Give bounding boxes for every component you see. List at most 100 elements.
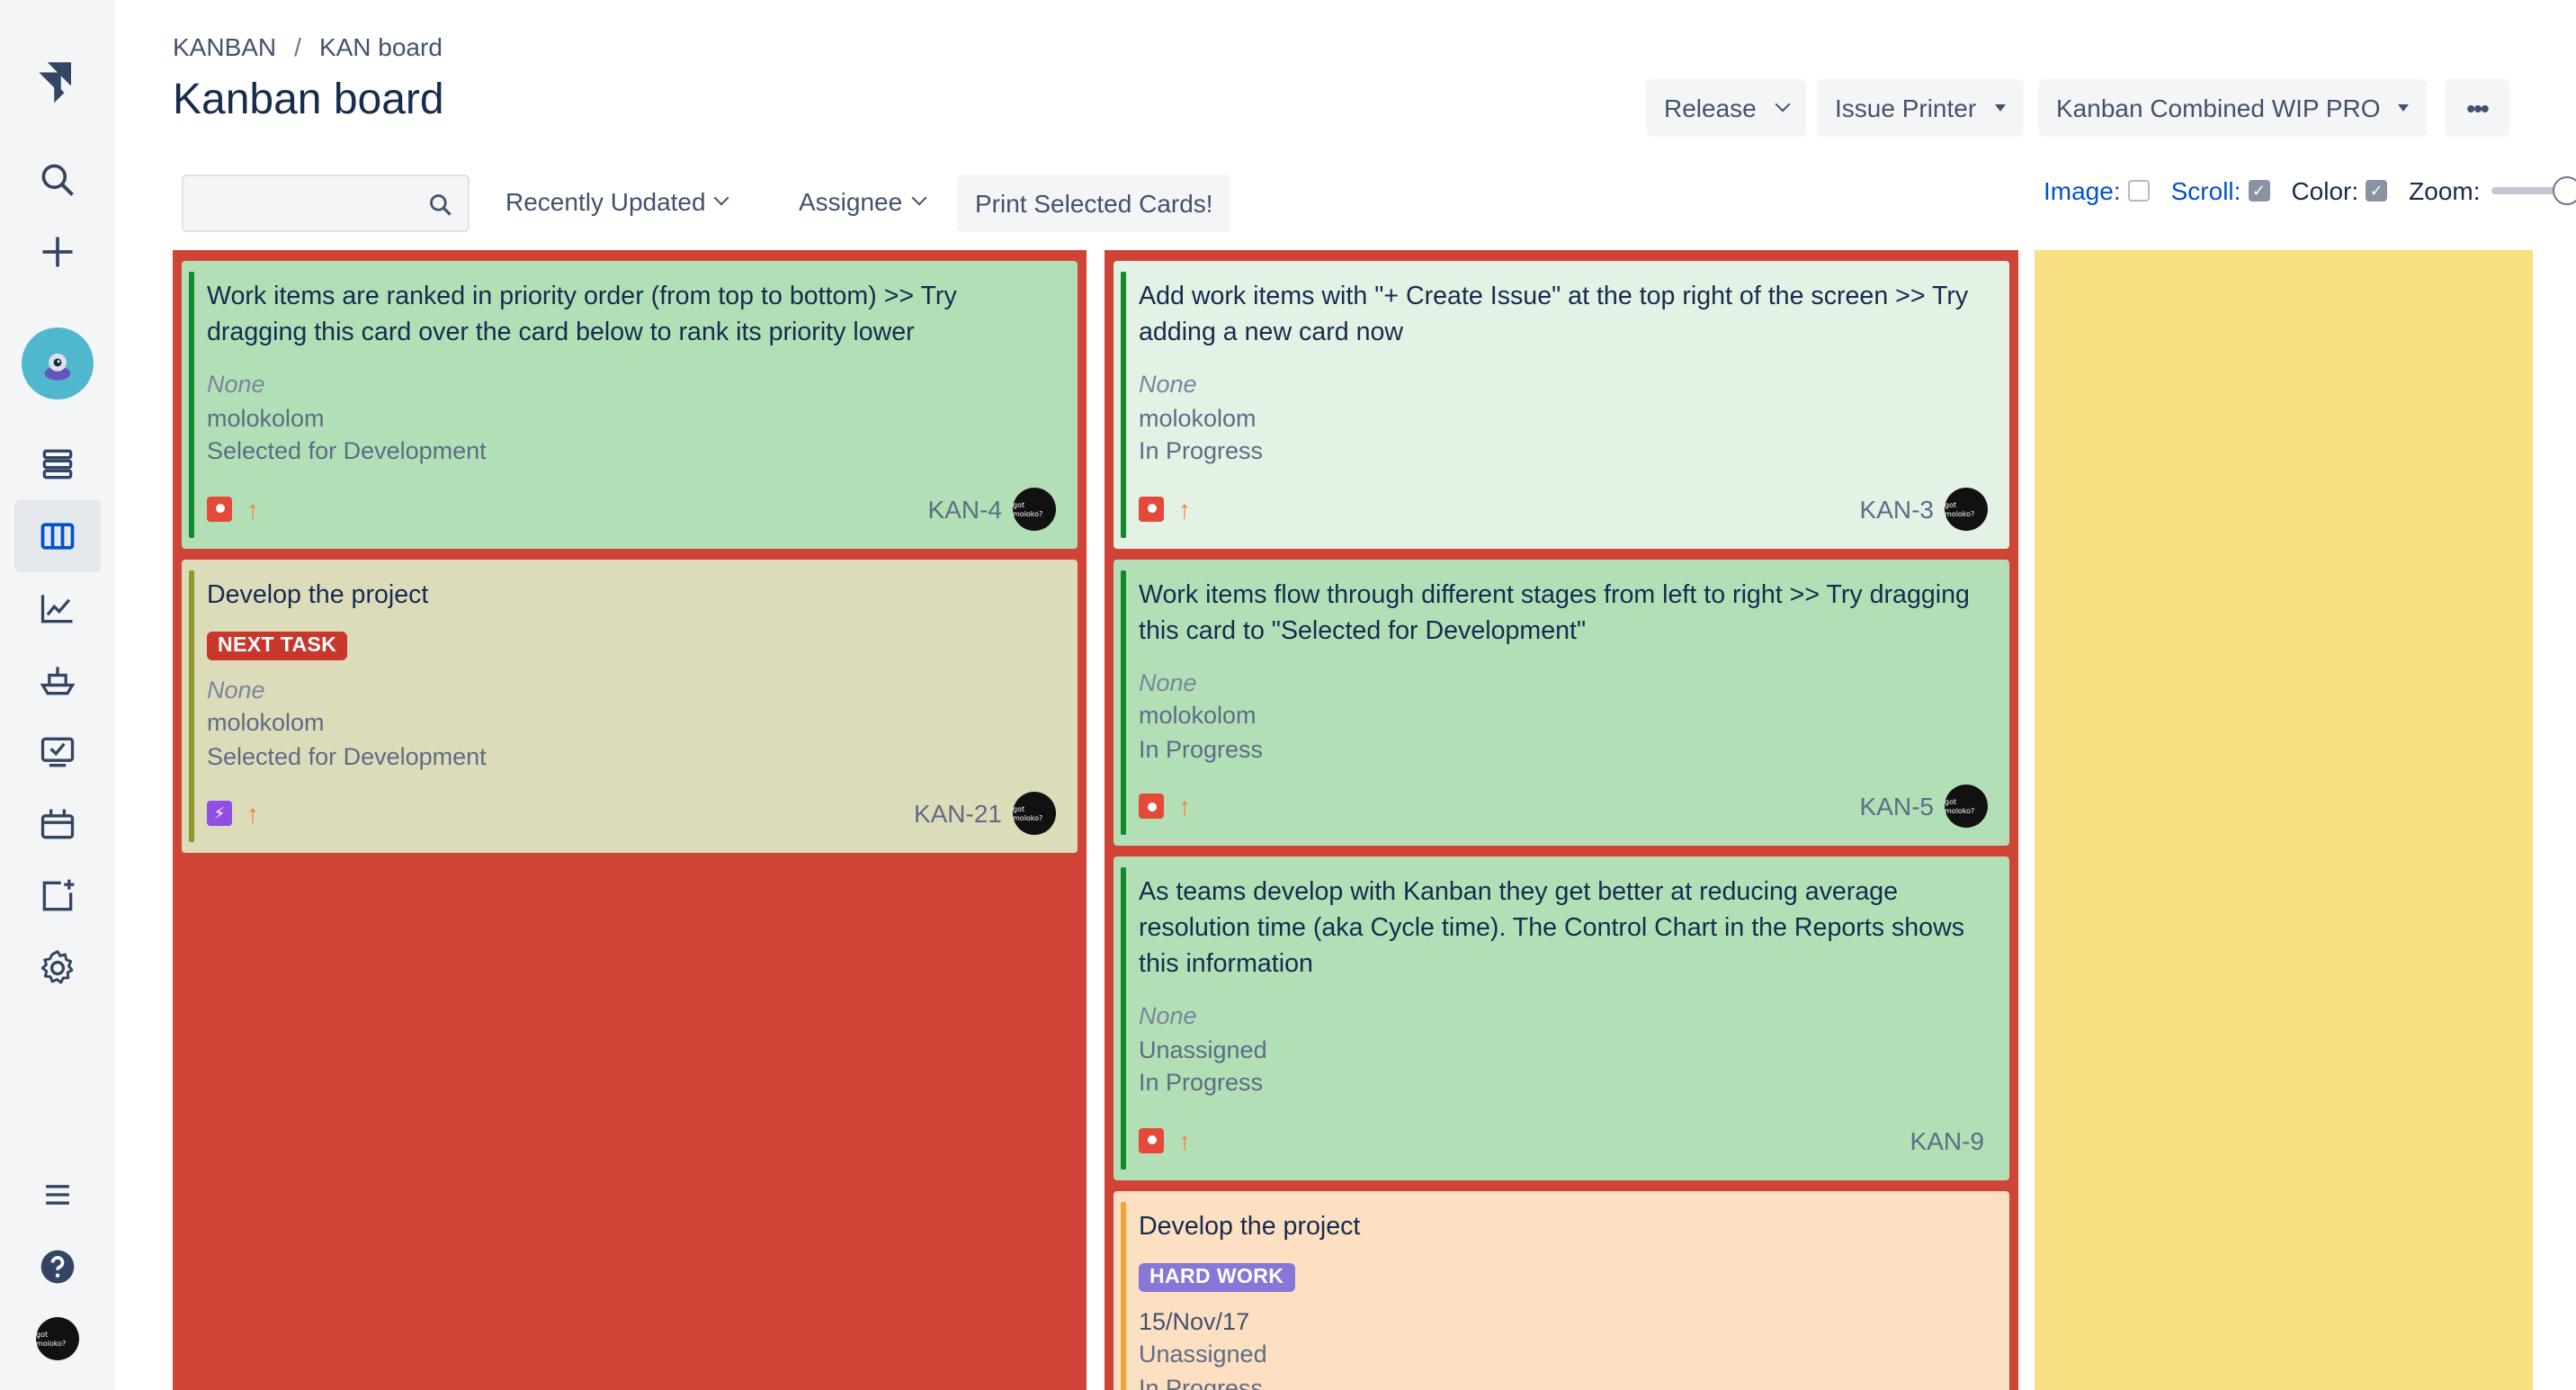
assignee-label: Assignee bbox=[799, 187, 903, 216]
image-checkbox[interactable] bbox=[2127, 180, 2150, 202]
create-icon[interactable] bbox=[14, 216, 101, 288]
search-icon[interactable] bbox=[14, 144, 101, 216]
card-due: None bbox=[207, 371, 265, 398]
card-summary: Add work items with "+ Create Issue" at … bbox=[1139, 282, 1969, 347]
card-status: In Progress bbox=[1139, 735, 1264, 762]
card-status: In Progress bbox=[1139, 437, 1264, 464]
zoom-slider-handle[interactable] bbox=[2552, 176, 2576, 205]
arrow-up-icon: ↑ bbox=[1178, 494, 1191, 523]
breadcrumb-project[interactable]: KANBAN bbox=[173, 32, 277, 61]
settings-icon[interactable] bbox=[14, 932, 101, 1004]
breadcrumb-board[interactable]: KAN board bbox=[318, 32, 443, 61]
issue-printer-button[interactable]: Issue Printer bbox=[1817, 79, 2024, 137]
bug-icon bbox=[1139, 496, 1164, 521]
card-due: None bbox=[1139, 668, 1197, 695]
arrow-up-icon: ↑ bbox=[246, 799, 259, 828]
card-assignee: molokolom bbox=[207, 709, 325, 736]
card-summary: Work items are ranked in priority order … bbox=[207, 282, 957, 347]
card-assignee: Unassigned bbox=[1139, 1036, 1267, 1063]
card-status: Selected for Development bbox=[207, 742, 487, 769]
card-summary: Develop the project bbox=[207, 580, 429, 609]
color-checkbox[interactable]: ✓ bbox=[2366, 180, 2388, 202]
assignee-avatar: got moloko? bbox=[1945, 487, 1988, 530]
release-button[interactable]: Release bbox=[1646, 79, 1807, 137]
caret-down-icon bbox=[2398, 104, 2410, 112]
assignee-filter[interactable]: Assignee bbox=[799, 187, 926, 216]
issue-card[interactable]: Work items are ranked in priority order … bbox=[182, 261, 1078, 548]
reports-icon[interactable] bbox=[14, 572, 101, 644]
card-label: HARD WORK bbox=[1139, 1262, 1295, 1291]
release-button-label: Release bbox=[1664, 94, 1757, 122]
arrow-up-icon: ↑ bbox=[1178, 1125, 1191, 1154]
wip-button-label: Kanban Combined WIP PRO bbox=[2056, 94, 2381, 122]
more-icon: ••• bbox=[2466, 94, 2489, 122]
card-due: None bbox=[1139, 371, 1197, 398]
print-selected-label: Print Selected Cards! bbox=[975, 189, 1213, 218]
chevron-down-icon bbox=[1775, 96, 1792, 112]
issue-card[interactable]: Develop the project NEXT TASK None molok… bbox=[182, 559, 1078, 853]
card-assignee: molokolom bbox=[1139, 702, 1257, 729]
releases-icon[interactable] bbox=[14, 644, 101, 716]
epic-icon: ⚡ bbox=[207, 801, 232, 826]
caret-down-icon bbox=[1994, 104, 2006, 112]
card-status: In Progress bbox=[1139, 1374, 1264, 1390]
menu-icon[interactable] bbox=[14, 1159, 101, 1231]
issue-card[interactable]: Add work items with "+ Create Issue" at … bbox=[1114, 261, 2009, 548]
add-item-icon[interactable] bbox=[14, 860, 101, 932]
card-key[interactable]: KAN-21 bbox=[913, 799, 1002, 828]
issue-card[interactable]: Develop the project HARD WORK 15/Nov/17 … bbox=[1114, 1190, 2009, 1390]
project-avatar[interactable] bbox=[14, 327, 101, 399]
bug-icon bbox=[207, 496, 232, 521]
jira-logo-icon[interactable] bbox=[14, 43, 101, 115]
recently-updated-label: Recently Updated bbox=[505, 187, 706, 216]
display-options: Image: Scroll: ✓ Color: ✓ Zoom: bbox=[2044, 176, 2576, 205]
components-icon[interactable] bbox=[14, 788, 101, 860]
issue-card[interactable]: As teams develop with Kanban they get be… bbox=[1114, 856, 2009, 1179]
card-assignee: Unassigned bbox=[1139, 1341, 1267, 1368]
assignee-avatar: got moloko? bbox=[1013, 792, 1056, 835]
chevron-down-icon bbox=[910, 190, 926, 206]
search-icon bbox=[430, 194, 452, 216]
chevron-down-icon bbox=[714, 190, 730, 206]
card-assignee: molokolom bbox=[207, 404, 325, 431]
scroll-option-label: Scroll: bbox=[2170, 176, 2241, 205]
card-summary: Work items flow through different stages… bbox=[1139, 580, 1970, 645]
user-avatar-image: got moloko? bbox=[36, 1317, 79, 1360]
card-summary: Develop the project bbox=[1139, 1212, 1361, 1241]
card-key[interactable]: KAN-5 bbox=[1859, 792, 1934, 821]
card-due: None bbox=[207, 676, 265, 703]
board-column-2: Add work items with "+ Create Issue" at … bbox=[1105, 250, 2018, 1390]
card-status: In Progress bbox=[1139, 1069, 1264, 1096]
card-label: NEXT TASK bbox=[207, 631, 348, 659]
card-summary: As teams develop with Kanban they get be… bbox=[1139, 878, 1965, 979]
card-assignee: molokolom bbox=[1139, 404, 1257, 431]
card-key[interactable]: KAN-3 bbox=[1859, 494, 1934, 523]
bug-icon bbox=[1139, 794, 1164, 819]
scroll-checkbox[interactable]: ✓ bbox=[2248, 180, 2270, 202]
recently-updated-filter[interactable]: Recently Updated bbox=[505, 187, 730, 216]
zoom-slider[interactable] bbox=[2491, 176, 2576, 205]
backlog-icon[interactable] bbox=[14, 428, 101, 500]
wip-button[interactable]: Kanban Combined WIP PRO bbox=[2038, 79, 2428, 137]
card-status: Selected for Development bbox=[207, 437, 487, 464]
image-option-label: Image: bbox=[2044, 176, 2121, 205]
user-avatar[interactable]: got moloko? bbox=[14, 1303, 101, 1375]
help-icon[interactable] bbox=[14, 1231, 101, 1303]
breadcrumb-separator: / bbox=[294, 32, 301, 61]
color-option-label: Color: bbox=[2291, 176, 2359, 205]
issue-printer-label: Issue Printer bbox=[1835, 94, 1977, 122]
issues-icon[interactable] bbox=[14, 716, 101, 788]
more-button[interactable]: ••• bbox=[2445, 79, 2509, 137]
breadcrumb: KANBAN / KAN board bbox=[173, 32, 443, 61]
assignee-avatar: got moloko? bbox=[1945, 785, 1988, 828]
issue-card[interactable]: Work items flow through different stages… bbox=[1114, 559, 2009, 846]
card-key[interactable]: KAN-4 bbox=[927, 494, 1002, 523]
print-selected-button[interactable]: Print Selected Cards! bbox=[957, 175, 1231, 232]
zoom-option-label: Zoom: bbox=[2409, 176, 2481, 205]
board-column-3 bbox=[2035, 250, 2533, 1390]
board-icon[interactable] bbox=[14, 500, 101, 572]
search-input[interactable] bbox=[182, 175, 470, 232]
card-due: 15/Nov/17 bbox=[1139, 1307, 1250, 1334]
card-key[interactable]: KAN-9 bbox=[1910, 1125, 1984, 1154]
assignee-avatar: got moloko? bbox=[1013, 487, 1056, 530]
